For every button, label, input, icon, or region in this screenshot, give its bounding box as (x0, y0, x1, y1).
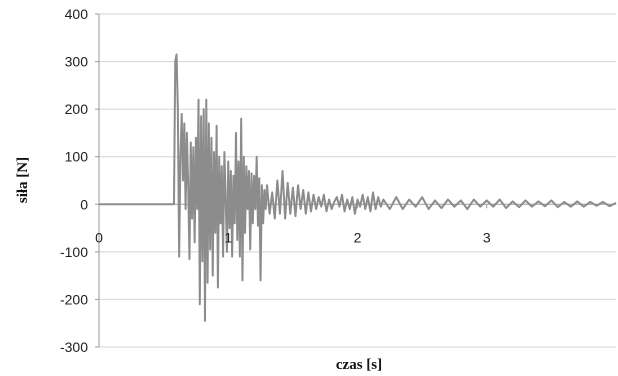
x-tick-label: 2 (354, 229, 362, 245)
x-tick-label: 1 (224, 229, 232, 245)
x-tick-label: 3 (483, 229, 491, 245)
x-axis-label: czas [s] (336, 357, 382, 373)
series-group (99, 53, 617, 322)
y-tick-label: -200 (60, 291, 88, 307)
y-tick-label: -300 (60, 339, 88, 355)
y-axis-label: siła [N] (15, 157, 31, 203)
axes (95, 13, 616, 348)
y-tick-label: 100 (65, 149, 89, 165)
y-tick-label: 0 (80, 196, 88, 212)
y-tick-label: 400 (65, 6, 89, 22)
y-tick-labels: 400 300 200 100 0 -100 -200 -300 (60, 6, 88, 355)
y-tick-label: 300 (65, 54, 89, 70)
series-line (99, 53, 617, 322)
x-tick-labels: 0 1 2 3 (95, 229, 491, 245)
x-tick-label: 0 (95, 229, 103, 245)
y-tick-label: -100 (60, 244, 88, 260)
y-tick-label: 200 (65, 101, 89, 117)
